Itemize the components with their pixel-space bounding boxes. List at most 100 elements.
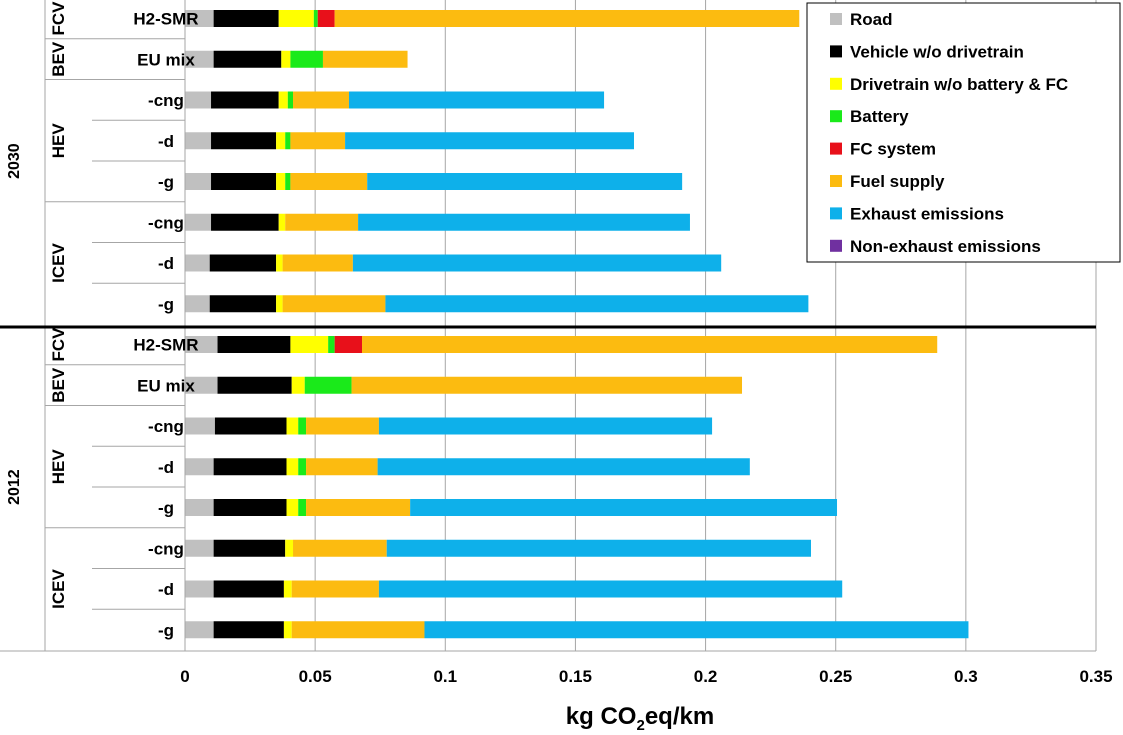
group-label: FCV: [49, 327, 68, 362]
bar-segment: [345, 132, 634, 150]
legend-entry: Fuel supply: [850, 172, 945, 191]
bar-segment: [213, 621, 284, 639]
bar-segment: [276, 295, 283, 313]
row-label: -cng: [148, 539, 184, 558]
bar-segment: [298, 499, 307, 516]
bar-segment: [278, 10, 314, 27]
row-label: -cng: [148, 417, 184, 436]
bar-segment: [278, 213, 286, 231]
group-label: HEV: [49, 449, 68, 485]
legend-swatch: [830, 77, 842, 90]
bar-segment: [211, 132, 277, 150]
x-tick-label: 0.2: [694, 667, 718, 686]
legend-swatch: [830, 239, 842, 252]
legend-swatch: [830, 175, 842, 187]
bar-segment: [213, 580, 284, 598]
row-label: -cng: [148, 213, 184, 232]
row-label: EU mix: [137, 376, 195, 395]
legend-entry: Drivetrain w/o battery & FC: [850, 75, 1068, 94]
bar-segment: [304, 376, 352, 394]
bar-segment: [293, 91, 349, 109]
frame-layer: [0, 0, 1096, 652]
x-axis-title: kg CO2eq/km: [566, 703, 714, 734]
bar-segment: [291, 376, 305, 394]
bar-segment: [213, 539, 286, 557]
bar-segment: [217, 376, 292, 394]
bar-segment: [385, 295, 809, 313]
bar-segment: [287, 91, 294, 109]
x-tick-label: 0.3: [954, 667, 978, 686]
bar-segment: [298, 458, 307, 476]
bar-segment: [281, 50, 291, 68]
label-layer: H2-SMR EU mix -cng -d -g -cng -d -g H2-SMR EU mix…: [6, 1, 199, 640]
bar-segment: [213, 50, 282, 68]
bar-segment: [185, 254, 210, 272]
bar-segment: [291, 580, 379, 598]
bar-segment: [293, 539, 387, 557]
x-axis-title-subscript: 2: [636, 717, 644, 734]
x-axis-title-main: kg CO: [566, 703, 637, 730]
bars-layer: [185, 10, 969, 639]
bar-segment: [285, 213, 359, 231]
row-label: -g: [158, 499, 174, 518]
row-label: -d: [158, 132, 174, 151]
bar-segment: [352, 254, 722, 272]
row-label: -g: [158, 295, 174, 314]
tick-layer: 0 0.05 0.1 0.15 0.2 0.25 0.3 0.35: [180, 667, 1112, 686]
bar-segment: [334, 10, 800, 27]
bar-segment: [185, 50, 214, 68]
bar-segment: [424, 621, 969, 639]
legend-swatch: [830, 207, 842, 220]
bar-segment: [285, 539, 294, 557]
group-label: FCV: [49, 1, 68, 36]
group-label: BEV: [49, 41, 68, 77]
group-label: ICEV: [49, 243, 68, 283]
bar-segment: [317, 10, 335, 27]
bar-segment: [306, 499, 411, 516]
year-label: 2030: [6, 143, 23, 179]
legend: Road Vehicle w/o drivetrain Drivetrain w/o…: [806, 2, 1121, 263]
x-tick-label: 0.05: [299, 667, 332, 686]
bar-segment: [306, 417, 379, 435]
bar-segment: [283, 580, 292, 598]
row-label: -g: [158, 621, 174, 640]
bar-segment: [351, 376, 743, 394]
legend-box: [806, 2, 1121, 263]
legend-entry: Non-exhaust emissions: [850, 237, 1041, 256]
bar-segment: [185, 580, 214, 598]
bar-segment: [282, 254, 353, 272]
bar-segment: [378, 580, 843, 598]
bar-segment: [213, 499, 287, 516]
bar-segment: [410, 499, 838, 516]
legend-swatch: [830, 45, 842, 58]
bar-segment: [185, 376, 218, 394]
year-label: 2012: [6, 469, 23, 505]
bar-segment: [276, 173, 286, 190]
bar-segment: [286, 417, 299, 435]
row-label: -g: [158, 173, 174, 192]
legend-entry: Road: [850, 10, 893, 29]
bar-segment: [367, 173, 683, 190]
bar-segment: [276, 132, 286, 150]
bar-segment: [185, 621, 214, 639]
x-axis-title-rest: eq/km: [645, 703, 714, 730]
bar-segment: [282, 295, 386, 313]
bar-segment: [185, 458, 214, 476]
x-tick-label: 0.25: [819, 667, 852, 686]
bar-segment: [328, 336, 335, 353]
bar-segment: [290, 50, 323, 68]
row-label: EU mix: [137, 50, 195, 69]
x-tick-label: 0: [180, 667, 189, 686]
bar-segment: [185, 173, 212, 190]
group-label: ICEV: [49, 569, 68, 609]
group-label: BEV: [49, 367, 68, 403]
bar-segment: [213, 458, 287, 476]
bar-segment: [213, 10, 279, 27]
x-tick-label: 0.1: [433, 667, 457, 686]
bar-segment: [211, 173, 277, 190]
bar-segment: [185, 132, 212, 150]
bar-segment: [214, 417, 287, 435]
bar-segment: [185, 499, 214, 516]
legend-swatch: [830, 13, 842, 25]
